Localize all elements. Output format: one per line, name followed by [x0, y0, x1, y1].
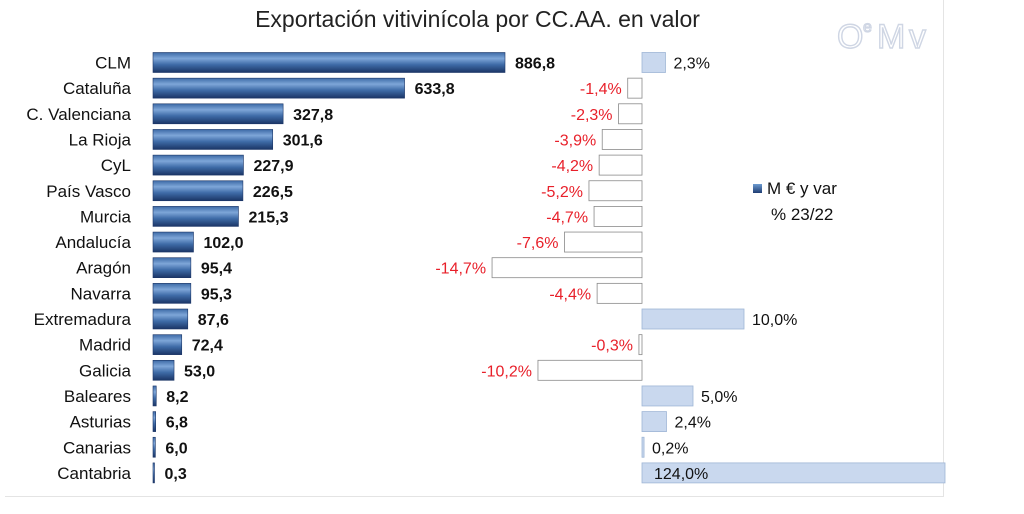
legend-label-2: % 23/22	[771, 205, 834, 224]
svg-text:O: O	[837, 18, 863, 56]
value-label: 6,8	[166, 415, 188, 432]
variation-bar	[593, 205, 643, 227]
category-label: Cantabria	[57, 464, 131, 483]
variation-label: -14,7%	[435, 261, 486, 278]
category-label: La Rioja	[69, 130, 132, 149]
value-bar	[152, 103, 284, 125]
bar-chart: CLM 886,8 2,3% Cataluña 633,8 -1,4% C. Valenci…	[26, 52, 946, 484]
variation-bar	[537, 359, 643, 381]
value-bar	[152, 52, 506, 73]
value-label: 87,6	[198, 312, 229, 329]
variation-label: -3,9%	[554, 132, 596, 149]
variation-bar	[641, 436, 645, 458]
category-label: Navarra	[71, 284, 132, 303]
variation-bar	[598, 154, 643, 176]
value-label: 215,3	[248, 209, 288, 226]
category-label: CLM	[95, 54, 131, 73]
legend-entry: M € y var	[753, 176, 873, 202]
variation-label: -5,2%	[541, 184, 583, 201]
variation-bar	[596, 282, 643, 304]
chart-frame: Exportación vitivinícola por CC.AA. en v…	[5, 0, 946, 497]
variation-label: -4,2%	[551, 158, 593, 175]
variation-label: 124,0%	[654, 466, 708, 483]
variation-bar	[588, 180, 643, 202]
variation-bar	[618, 103, 643, 125]
value-bar	[152, 231, 194, 253]
variation-label: 0,2%	[652, 440, 688, 457]
value-label: 102,0	[203, 235, 243, 252]
value-label: 72,4	[192, 338, 223, 355]
variation-label: -2,3%	[571, 107, 613, 124]
svg-text:M: M	[877, 18, 905, 56]
value-bar	[152, 180, 244, 202]
value-label: 6,0	[165, 440, 187, 457]
value-label: 886,8	[515, 56, 555, 73]
value-label: 327,8	[293, 107, 333, 124]
value-bar	[152, 154, 244, 176]
value-bar	[152, 436, 156, 458]
value-bar	[152, 206, 239, 227]
value-bar	[152, 462, 155, 484]
category-label: Galicia	[79, 361, 132, 380]
variation-bar	[641, 308, 745, 330]
value-bar	[152, 129, 274, 150]
variation-bar	[641, 411, 667, 433]
value-bar	[152, 308, 189, 330]
variation-label: 2,4%	[674, 415, 710, 432]
value-bar	[152, 334, 183, 355]
value-bar	[152, 359, 175, 381]
value-label: 227,9	[253, 158, 293, 175]
category-label: Extremadura	[34, 310, 132, 329]
svg-text:v: v	[909, 18, 926, 56]
category-label: Asturias	[70, 413, 131, 432]
category-label: Aragón	[76, 259, 131, 278]
value-bar	[152, 257, 192, 279]
value-bar	[152, 283, 192, 304]
value-label: 95,4	[201, 261, 232, 278]
category-label: Canarias	[63, 438, 131, 457]
variation-bar	[564, 231, 643, 253]
value-label: 53,0	[184, 363, 215, 380]
value-label: 226,5	[253, 184, 293, 201]
category-label: Baleares	[64, 387, 131, 406]
variation-label: -7,6%	[517, 235, 559, 252]
legend-swatch-icon	[753, 184, 762, 193]
category-label: País Vasco	[46, 182, 131, 201]
value-label: 95,3	[201, 286, 232, 303]
variation-label: 10,0%	[752, 312, 797, 329]
variation-label: -0,3%	[591, 338, 633, 355]
variation-bar	[627, 77, 643, 99]
legend-label-1: M € y var	[767, 179, 837, 198]
legend: M € y var % 23/22	[753, 176, 873, 228]
chart-title: Exportación vitivinícola por CC.AA. en v…	[255, 6, 700, 32]
variation-bar	[491, 257, 643, 279]
value-label: 633,8	[415, 81, 455, 98]
variation-bar	[641, 385, 694, 407]
variation-label: 5,0%	[701, 389, 737, 406]
variation-label: -4,7%	[546, 209, 588, 226]
category-label: CyL	[101, 156, 131, 175]
value-label: 0,3	[165, 466, 187, 483]
category-label: Cataluña	[63, 79, 132, 98]
variation-bar	[641, 52, 666, 73]
oemv-logo: O e M v	[836, 17, 926, 56]
variation-label: -10,2%	[481, 363, 532, 380]
value-bar	[152, 77, 405, 99]
category-label: C. Valenciana	[26, 105, 131, 124]
svg-text:e: e	[863, 19, 872, 36]
variation-bar	[641, 462, 946, 484]
variation-bar	[638, 334, 643, 356]
value-bar	[152, 385, 157, 407]
category-label: Madrid	[79, 336, 131, 355]
category-label: Murcia	[80, 207, 132, 226]
variation-label: 2,3%	[673, 56, 709, 73]
variation-label: -4,4%	[549, 286, 591, 303]
value-label: 301,6	[283, 132, 323, 149]
value-bar	[152, 411, 156, 432]
category-label: Andalucía	[55, 233, 131, 252]
variation-label: -1,4%	[580, 81, 622, 98]
value-label: 8,2	[166, 389, 188, 406]
variation-bar	[601, 129, 643, 150]
